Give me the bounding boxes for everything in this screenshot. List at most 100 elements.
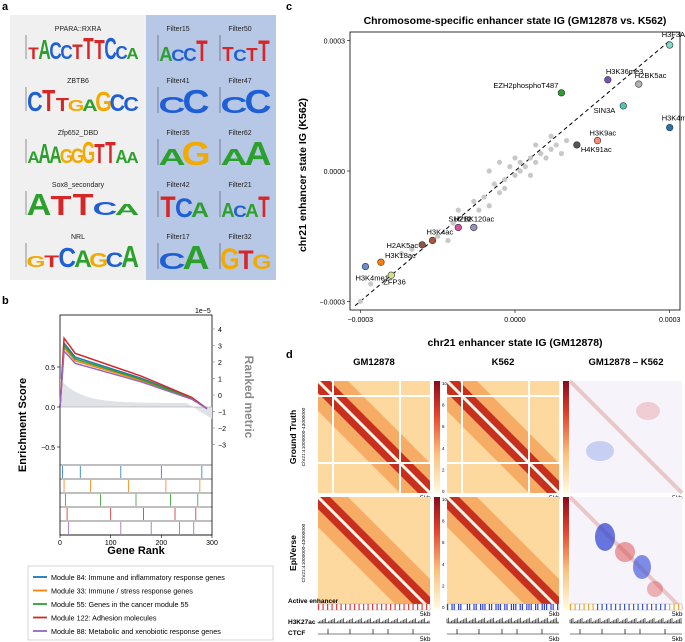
track-label-1: H3K27ac bbox=[288, 619, 316, 626]
point-ezh2phosphot487 bbox=[557, 89, 566, 97]
enhancer-mark bbox=[421, 604, 423, 610]
b-rtick-label: 0 bbox=[218, 393, 222, 400]
gray-point bbox=[368, 281, 374, 287]
enhancer-mark bbox=[491, 604, 493, 610]
enhancer-mark bbox=[655, 604, 657, 610]
logo-letter: C bbox=[27, 88, 43, 118]
b-xtick-label: 100 bbox=[105, 540, 117, 547]
filter-logo: TCATCA bbox=[157, 190, 209, 224]
logo-letter: C bbox=[183, 84, 210, 121]
c-ylabel: chr21 enhancer state IG (K562) bbox=[297, 98, 309, 252]
logo-letter: T bbox=[28, 44, 39, 63]
b-rtick-label: −2 bbox=[218, 426, 226, 433]
enhancer-mark bbox=[619, 604, 621, 610]
enhancer-mark bbox=[678, 604, 680, 610]
filter-name: Filter21 bbox=[228, 182, 251, 189]
d-row-sub-1: Chr21:41000000-43000000 bbox=[301, 523, 307, 582]
motif-name: ZBTB6 bbox=[67, 78, 89, 85]
enhancer-mark bbox=[519, 604, 521, 610]
enhancer-mark bbox=[552, 604, 554, 610]
logo-letter: C bbox=[60, 41, 72, 64]
logo-letter: C bbox=[233, 202, 247, 221]
gray-point bbox=[486, 168, 492, 174]
enhancer-mark bbox=[513, 604, 515, 610]
diff-diagonal bbox=[568, 379, 684, 495]
logo-letter: A bbox=[38, 34, 50, 65]
enhancer-mark bbox=[466, 604, 468, 610]
logo-letter: T bbox=[258, 36, 269, 68]
motif-logo: CTTGAGCCCTTGAGCC bbox=[25, 83, 139, 118]
b-xlabel: Gene Rank bbox=[107, 545, 165, 557]
filter-name: Filter41 bbox=[166, 78, 189, 85]
filter-name: Filter62 bbox=[228, 130, 251, 137]
enhancer-mark bbox=[610, 604, 612, 610]
gray-point bbox=[491, 181, 497, 187]
gray-point bbox=[538, 151, 544, 157]
colorbar-seq-label: 8 bbox=[442, 403, 445, 408]
logo-letter: A bbox=[183, 240, 210, 277]
logo-letter: A bbox=[74, 246, 92, 273]
filter-name: Filter47 bbox=[228, 78, 251, 85]
point-label: H3K18ac bbox=[385, 251, 416, 260]
enhancer-mark bbox=[497, 604, 499, 610]
b-ytick-label: 0.0 bbox=[45, 405, 55, 412]
colorbar-seq-label: 8 bbox=[442, 519, 445, 524]
logo-letter: A bbox=[221, 200, 235, 222]
gray-point bbox=[527, 155, 534, 161]
gray-point bbox=[522, 164, 528, 170]
colorbar-seq-label: 6 bbox=[442, 424, 445, 429]
logo-letter: T bbox=[196, 36, 207, 68]
gray-point bbox=[450, 220, 456, 226]
panel-letter-c: c bbox=[286, 1, 293, 13]
enhancer-mark bbox=[390, 604, 392, 610]
logo-letter: A bbox=[49, 142, 61, 169]
gray-point bbox=[465, 216, 472, 222]
enhancer-mark bbox=[381, 604, 383, 610]
enhancer-mark bbox=[570, 604, 572, 610]
enhancer-mark bbox=[537, 604, 539, 610]
filter-name: Filter35 bbox=[166, 130, 189, 137]
diff-blob-red bbox=[636, 402, 660, 420]
c-ytick-label: 0.0000 bbox=[324, 169, 346, 176]
gray-point bbox=[502, 177, 508, 183]
logo-letter: G bbox=[71, 144, 84, 168]
gray-point bbox=[507, 164, 513, 170]
point-label: H3K9ac bbox=[590, 129, 617, 138]
logo-letter: G bbox=[60, 145, 73, 168]
gray-point bbox=[553, 142, 559, 148]
filter-name: Filter17 bbox=[166, 234, 189, 241]
enhancer-mark bbox=[408, 604, 410, 610]
point-label: EZH2phosphoT487 bbox=[493, 81, 558, 90]
gray-point bbox=[409, 246, 415, 252]
enhancer-mark bbox=[367, 604, 369, 610]
enhancer-mark bbox=[633, 604, 635, 610]
logo-letter: T bbox=[246, 44, 258, 65]
point-label: H3K36me3 bbox=[606, 67, 644, 76]
logo-letter: T bbox=[56, 95, 69, 115]
enhancer-mark bbox=[318, 604, 320, 610]
hic-map-r0-c2: 1.51.00.50.0−0.5−1.0−1.55kb bbox=[568, 379, 684, 502]
c-title: Chromosome-specific enhancer state IG (G… bbox=[364, 15, 667, 27]
point-label: H3F3A bbox=[662, 30, 685, 39]
point-h3f3a bbox=[666, 41, 674, 49]
point-suz12 bbox=[470, 223, 478, 232]
logo-letter: A bbox=[27, 188, 52, 222]
track-scale-label: 5kb bbox=[672, 636, 683, 642]
motif-logo: TACCTTTCCATACCTTTCCA bbox=[25, 33, 139, 66]
track-label-2: CTCF bbox=[288, 630, 305, 637]
filter-logo: AGAG bbox=[157, 136, 211, 172]
b-rtick-label: 4 bbox=[218, 327, 222, 334]
logo-letter: A bbox=[82, 97, 98, 115]
enhancer-mark bbox=[597, 604, 599, 610]
motif-name: PPARA::RXRA bbox=[55, 26, 102, 33]
gray-point bbox=[496, 190, 503, 196]
b-ytick-label: 0.5 bbox=[45, 365, 55, 372]
logo-letter: C bbox=[110, 89, 125, 117]
logo-letter: A bbox=[27, 148, 39, 167]
motif-name: Zfp652_DBD bbox=[58, 130, 98, 137]
panel-b-enrichment-plot: 1e−5 0.5 0.0 −0.5 4 3 2 1 0 −1 −2 −3 0 100 200 300 E… bbox=[17, 308, 274, 641]
point-h2bk120ac bbox=[454, 223, 462, 232]
point-label: H3K4ac bbox=[427, 228, 454, 237]
enhancer-mark bbox=[403, 604, 405, 610]
point-label: H4K91ac bbox=[581, 145, 612, 154]
